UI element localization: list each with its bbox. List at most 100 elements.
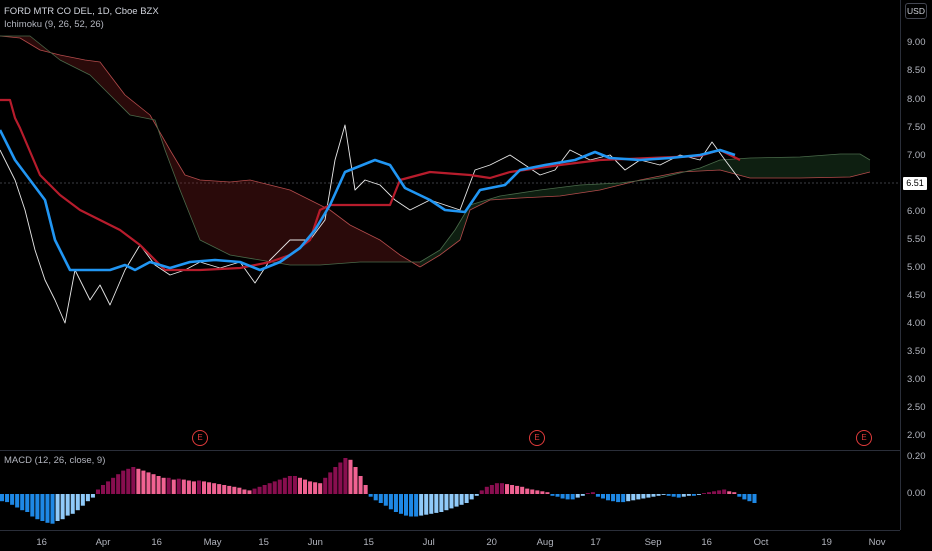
price-axis-tick: 7.50 bbox=[907, 122, 926, 133]
macd-bar bbox=[45, 494, 50, 523]
macd-bar bbox=[196, 480, 201, 494]
macd-bar bbox=[15, 494, 20, 508]
bull-cloud bbox=[420, 154, 870, 267]
macd-bar bbox=[439, 494, 444, 512]
time-axis-tick: Aug bbox=[536, 537, 554, 548]
macd-bar bbox=[232, 486, 237, 494]
price-axis-tick: 5.00 bbox=[907, 262, 926, 273]
macd-bar bbox=[651, 494, 656, 497]
currency-button[interactable]: USD bbox=[905, 3, 927, 19]
macd-bar bbox=[600, 494, 605, 499]
price-chart-pane[interactable] bbox=[0, 0, 900, 450]
macd-bar bbox=[161, 477, 166, 494]
macd-bar bbox=[626, 494, 631, 502]
span-a-line bbox=[0, 35, 421, 268]
time-axis-tick: Nov bbox=[868, 537, 886, 548]
macd-bar bbox=[257, 486, 262, 494]
macd-bar bbox=[611, 494, 616, 502]
macd-bar bbox=[737, 494, 742, 497]
macd-bar bbox=[106, 481, 111, 494]
macd-bar bbox=[545, 492, 550, 494]
price-axis-tick: 5.50 bbox=[907, 234, 926, 245]
macd-bar bbox=[212, 483, 217, 494]
macd-bar bbox=[590, 492, 595, 494]
macd-bar bbox=[272, 481, 277, 494]
macd-bar bbox=[101, 485, 106, 494]
macd-bar bbox=[40, 494, 45, 521]
price-axis-tick: 4.00 bbox=[907, 318, 926, 329]
macd-bar bbox=[363, 485, 368, 494]
macd-bar bbox=[747, 494, 752, 502]
macd-bar bbox=[50, 494, 55, 524]
ichimoku-legend[interactable]: Ichimoku (9, 26, 52, 26) bbox=[4, 19, 104, 30]
macd-bar bbox=[499, 483, 504, 494]
macd-axis-tick: 0.00 bbox=[907, 488, 926, 499]
macd-bar bbox=[606, 494, 611, 501]
macd-bar bbox=[656, 494, 661, 496]
price-axis-tick: 2.00 bbox=[907, 430, 926, 441]
macd-bar bbox=[348, 459, 353, 494]
macd-bar bbox=[358, 476, 363, 494]
macd-bar bbox=[70, 494, 75, 514]
macd-bar bbox=[459, 494, 464, 505]
macd-bar bbox=[282, 477, 287, 494]
macd-bar bbox=[565, 494, 570, 500]
macd-bar bbox=[75, 494, 80, 511]
macd-bar bbox=[368, 494, 373, 497]
macd-bar bbox=[303, 479, 308, 494]
macd-bar bbox=[277, 479, 282, 494]
macd-pane[interactable] bbox=[0, 451, 900, 529]
macd-bar bbox=[242, 489, 247, 494]
earnings-marker[interactable]: E bbox=[856, 430, 872, 446]
macd-bar bbox=[727, 491, 732, 494]
macd-bar bbox=[186, 480, 191, 494]
macd-bar bbox=[121, 470, 126, 494]
price-axis-tick: 6.00 bbox=[907, 206, 926, 217]
time-axis-tick: Sep bbox=[644, 537, 662, 548]
time-axis-tick: Jun bbox=[307, 537, 323, 548]
macd-bar bbox=[717, 490, 722, 494]
time-axis-tick: Oct bbox=[753, 537, 769, 548]
price-axis-tick: 3.50 bbox=[907, 346, 926, 357]
macd-bar bbox=[752, 494, 757, 503]
bear-cloud bbox=[0, 36, 420, 267]
earnings-marker[interactable]: E bbox=[529, 430, 545, 446]
macd-bar bbox=[262, 485, 267, 494]
time-axis-tick: 19 bbox=[821, 537, 832, 548]
macd-bar bbox=[237, 487, 242, 494]
macd-bar bbox=[464, 494, 469, 503]
macd-bar bbox=[469, 494, 474, 500]
macd-bar bbox=[116, 474, 121, 494]
macd-bar bbox=[222, 485, 227, 494]
macd-bar bbox=[313, 482, 318, 494]
macd-bar bbox=[252, 488, 257, 494]
macd-bar bbox=[429, 494, 434, 514]
time-axis[interactable] bbox=[0, 530, 900, 551]
macd-bar bbox=[217, 484, 222, 494]
price-axis-tick: 4.50 bbox=[907, 290, 926, 301]
symbol-title[interactable]: FORD MTR CO DEL, 1D, Cboe BZX bbox=[4, 6, 159, 17]
macd-bar bbox=[489, 485, 494, 494]
macd-bar bbox=[444, 494, 449, 511]
macd-bar bbox=[636, 494, 641, 500]
macd-bar bbox=[80, 494, 85, 506]
macd-bar bbox=[141, 470, 146, 494]
macd-bar bbox=[156, 476, 161, 494]
macd-bar bbox=[510, 485, 515, 494]
time-axis-tick: 15 bbox=[363, 537, 374, 548]
macd-histogram bbox=[0, 458, 757, 524]
time-axis-tick: Jul bbox=[422, 537, 435, 548]
macd-bar bbox=[25, 494, 30, 512]
time-axis-tick: 17 bbox=[590, 537, 601, 548]
earnings-marker[interactable]: E bbox=[192, 430, 208, 446]
lagging-span-line bbox=[0, 124, 741, 324]
pane-separator[interactable] bbox=[0, 450, 900, 451]
macd-bar bbox=[409, 494, 414, 517]
macd-bar bbox=[207, 482, 212, 494]
macd-bar bbox=[580, 494, 585, 496]
macd-bar bbox=[267, 483, 272, 494]
macd-bar bbox=[353, 467, 358, 494]
macd-bar bbox=[136, 468, 141, 494]
price-axis[interactable] bbox=[900, 0, 932, 530]
macd-legend[interactable]: MACD (12, 26, close, 9) bbox=[4, 455, 106, 466]
